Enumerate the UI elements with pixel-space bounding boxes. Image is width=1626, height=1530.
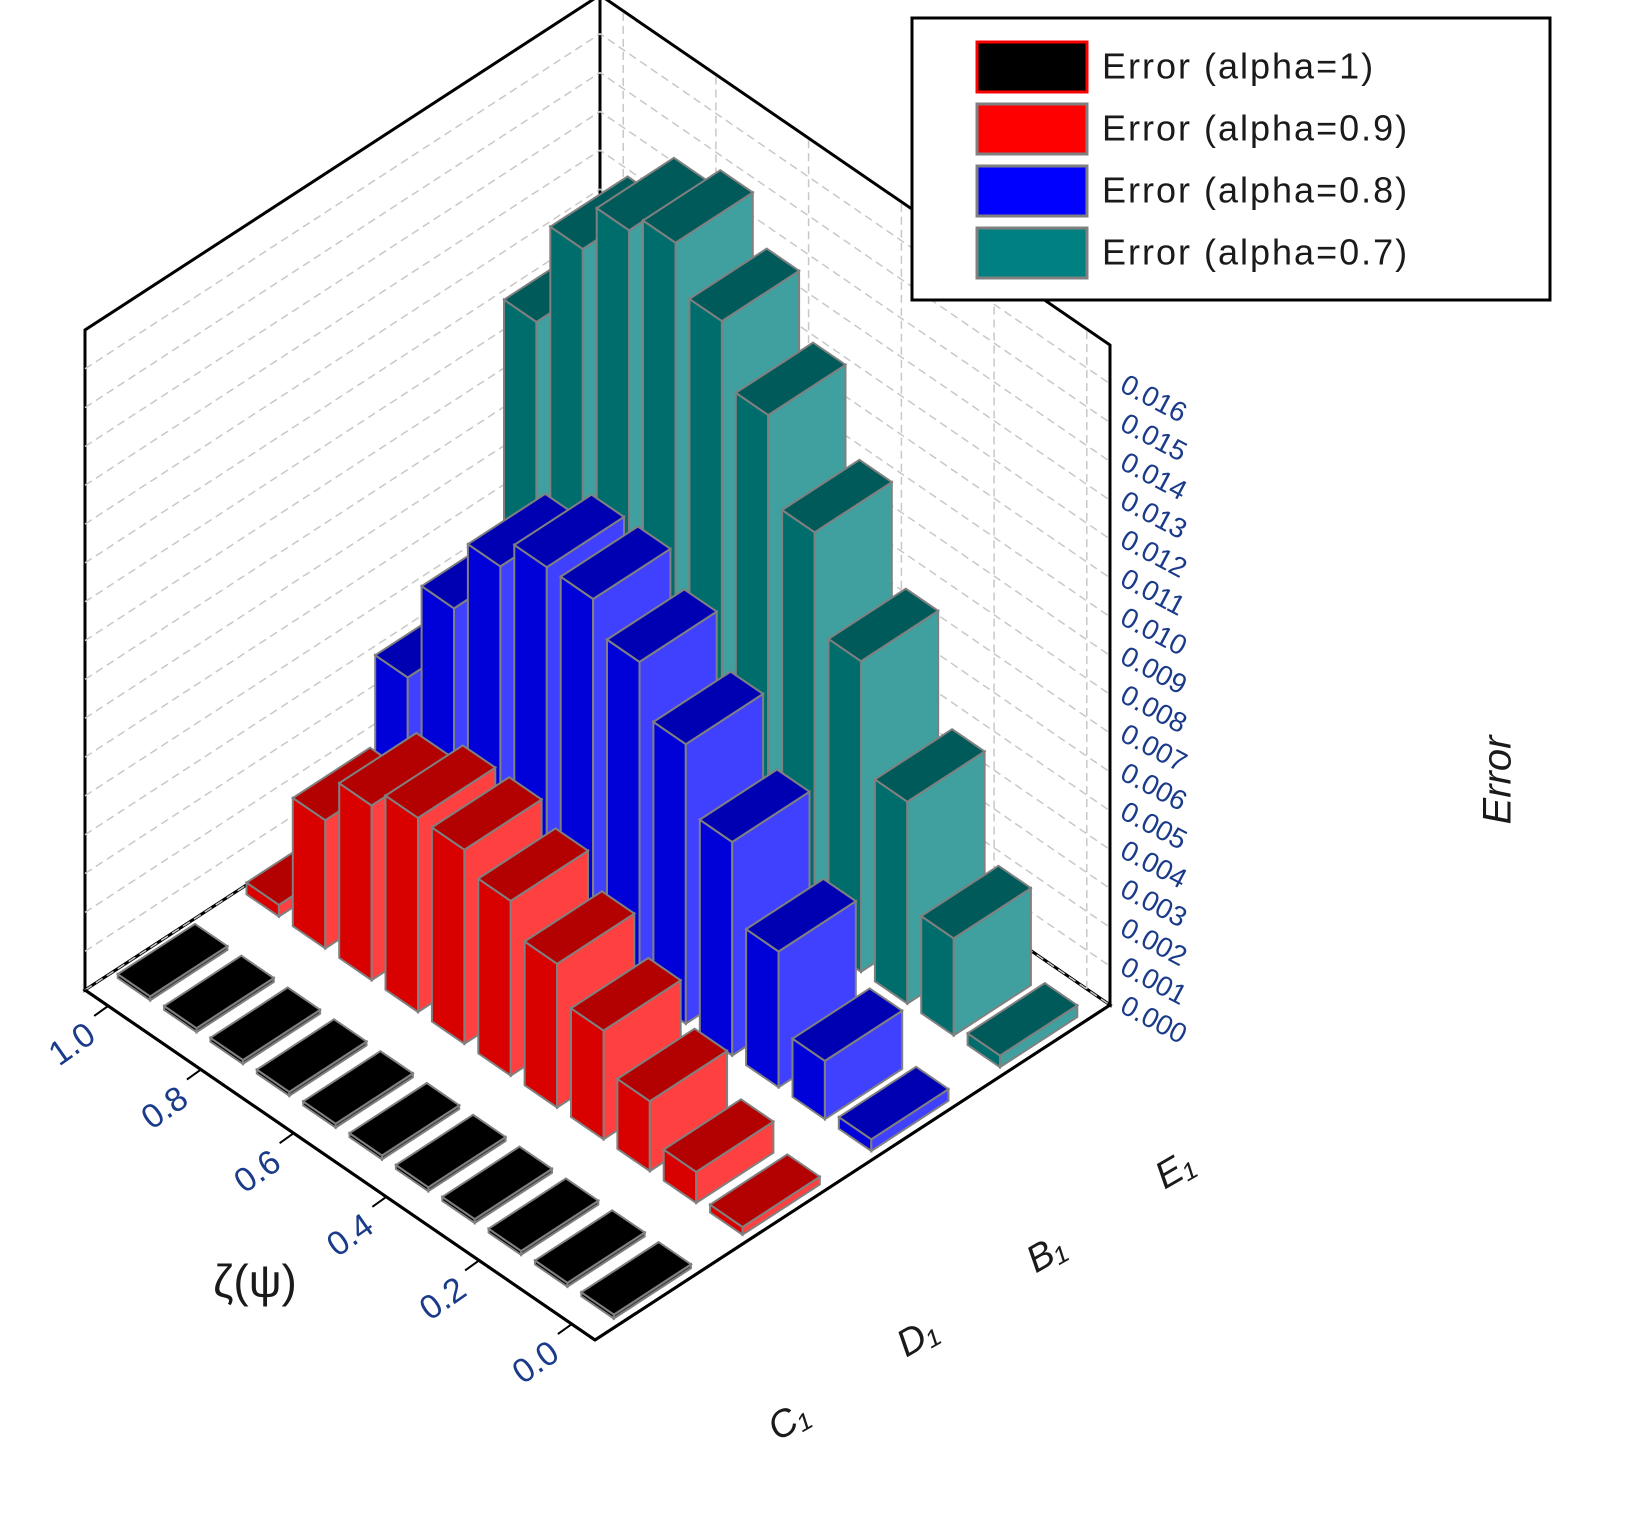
grid-line [84, 71, 1111, 424]
x-tick [186, 1068, 202, 1081]
series-axis-label: C₁ [761, 1393, 816, 1449]
bar [162, 954, 276, 1035]
bar-top [615, 1027, 729, 1103]
x-tick-label: 0.8 [134, 1079, 195, 1137]
grid-line [84, 32, 1111, 385]
bar-top [873, 727, 987, 803]
bar-side [384, 793, 419, 1014]
bar-top [687, 247, 801, 323]
bar [836, 1065, 951, 1153]
bar-top [558, 525, 673, 601]
bar [115, 922, 230, 1003]
legend-label: Error (alpha=0.9) [1102, 108, 1409, 149]
legend-swatch [975, 40, 1089, 94]
x-tick-label: 0.0 [505, 1333, 566, 1391]
bar-top [347, 1081, 461, 1157]
bar-top [522, 890, 637, 966]
legend-label: Error (alpha=0.8) [1102, 170, 1409, 211]
legend-swatch [975, 164, 1089, 218]
series-axis-label: E₁ [1148, 1143, 1201, 1198]
legend-swatch [975, 102, 1089, 156]
x-tick-label: 0.6 [227, 1142, 288, 1200]
bar-top [162, 954, 276, 1030]
bar-top [651, 670, 765, 746]
bar-side [523, 939, 559, 1110]
bar-top [394, 1113, 508, 1189]
series-axis-label: B₁ [1019, 1226, 1072, 1281]
bar-top [965, 981, 1080, 1057]
axis-line [594, 1003, 1111, 1342]
x-tick-label: 0.2 [413, 1270, 474, 1328]
bar-top [301, 1049, 415, 1125]
bar [919, 864, 1033, 1038]
bar-top [476, 827, 590, 903]
bar-top [440, 1145, 554, 1221]
axis-line [84, 988, 596, 1342]
bar-side [291, 796, 327, 951]
bar-top [605, 588, 719, 664]
x-tick [464, 1259, 480, 1272]
x-tick [93, 1005, 109, 1017]
bar [486, 1177, 601, 1257]
bar-top [698, 768, 812, 844]
bar [790, 987, 905, 1122]
bar-top [734, 341, 848, 417]
bar [661, 1098, 776, 1205]
bar-side [745, 927, 780, 1090]
grid-line [84, 188, 1111, 540]
bar-top [383, 744, 498, 820]
x-axis-title: ζ(ψ) [213, 1255, 297, 1307]
bar-top [486, 1177, 601, 1253]
bar-top [512, 493, 626, 569]
bar-top [744, 877, 858, 953]
bar-top [579, 1240, 693, 1316]
bar-top [836, 1065, 951, 1141]
bar-top [115, 922, 230, 998]
legend-label: Error (alpha=0.7) [1102, 232, 1409, 273]
x-tick-label: 1.0 [42, 1015, 103, 1073]
legend-swatch [975, 226, 1089, 280]
bar [255, 1018, 369, 1098]
bar [708, 1153, 822, 1237]
x-tick [371, 1196, 387, 1208]
bar-side [873, 777, 909, 1006]
x-tick [279, 1132, 295, 1144]
bar-top [533, 1209, 647, 1285]
bar-top [790, 987, 905, 1063]
bar-top [430, 775, 544, 851]
bar-top [826, 587, 940, 663]
bar-top [569, 956, 683, 1032]
bar-side [430, 825, 466, 1046]
bar [579, 1240, 693, 1321]
bar-top [641, 168, 755, 244]
legend-label: Error (alpha=1) [1102, 46, 1375, 87]
bar-top [708, 1153, 822, 1229]
bar-top [919, 864, 1033, 940]
bar-side [698, 817, 734, 1058]
bar [965, 981, 1080, 1070]
bar-top [208, 986, 322, 1062]
y-axis-title: Error [1476, 734, 1520, 825]
bar [533, 1209, 647, 1289]
x-tick-label: 0.4 [320, 1206, 381, 1264]
bar [394, 1113, 508, 1194]
bar-top [255, 1018, 369, 1094]
x-tick [557, 1323, 573, 1335]
grid-line [84, 149, 1111, 501]
bar [301, 1049, 415, 1130]
bar-side [338, 781, 373, 983]
grid-line [84, 110, 1111, 463]
bar-side [477, 876, 512, 1078]
bar [208, 986, 322, 1066]
bar [347, 1081, 461, 1162]
bar-top [661, 1098, 776, 1174]
bar [440, 1145, 554, 1225]
series-axis-label: D₁ [890, 1310, 945, 1366]
bar-top [780, 458, 894, 534]
bar [615, 1027, 729, 1174]
